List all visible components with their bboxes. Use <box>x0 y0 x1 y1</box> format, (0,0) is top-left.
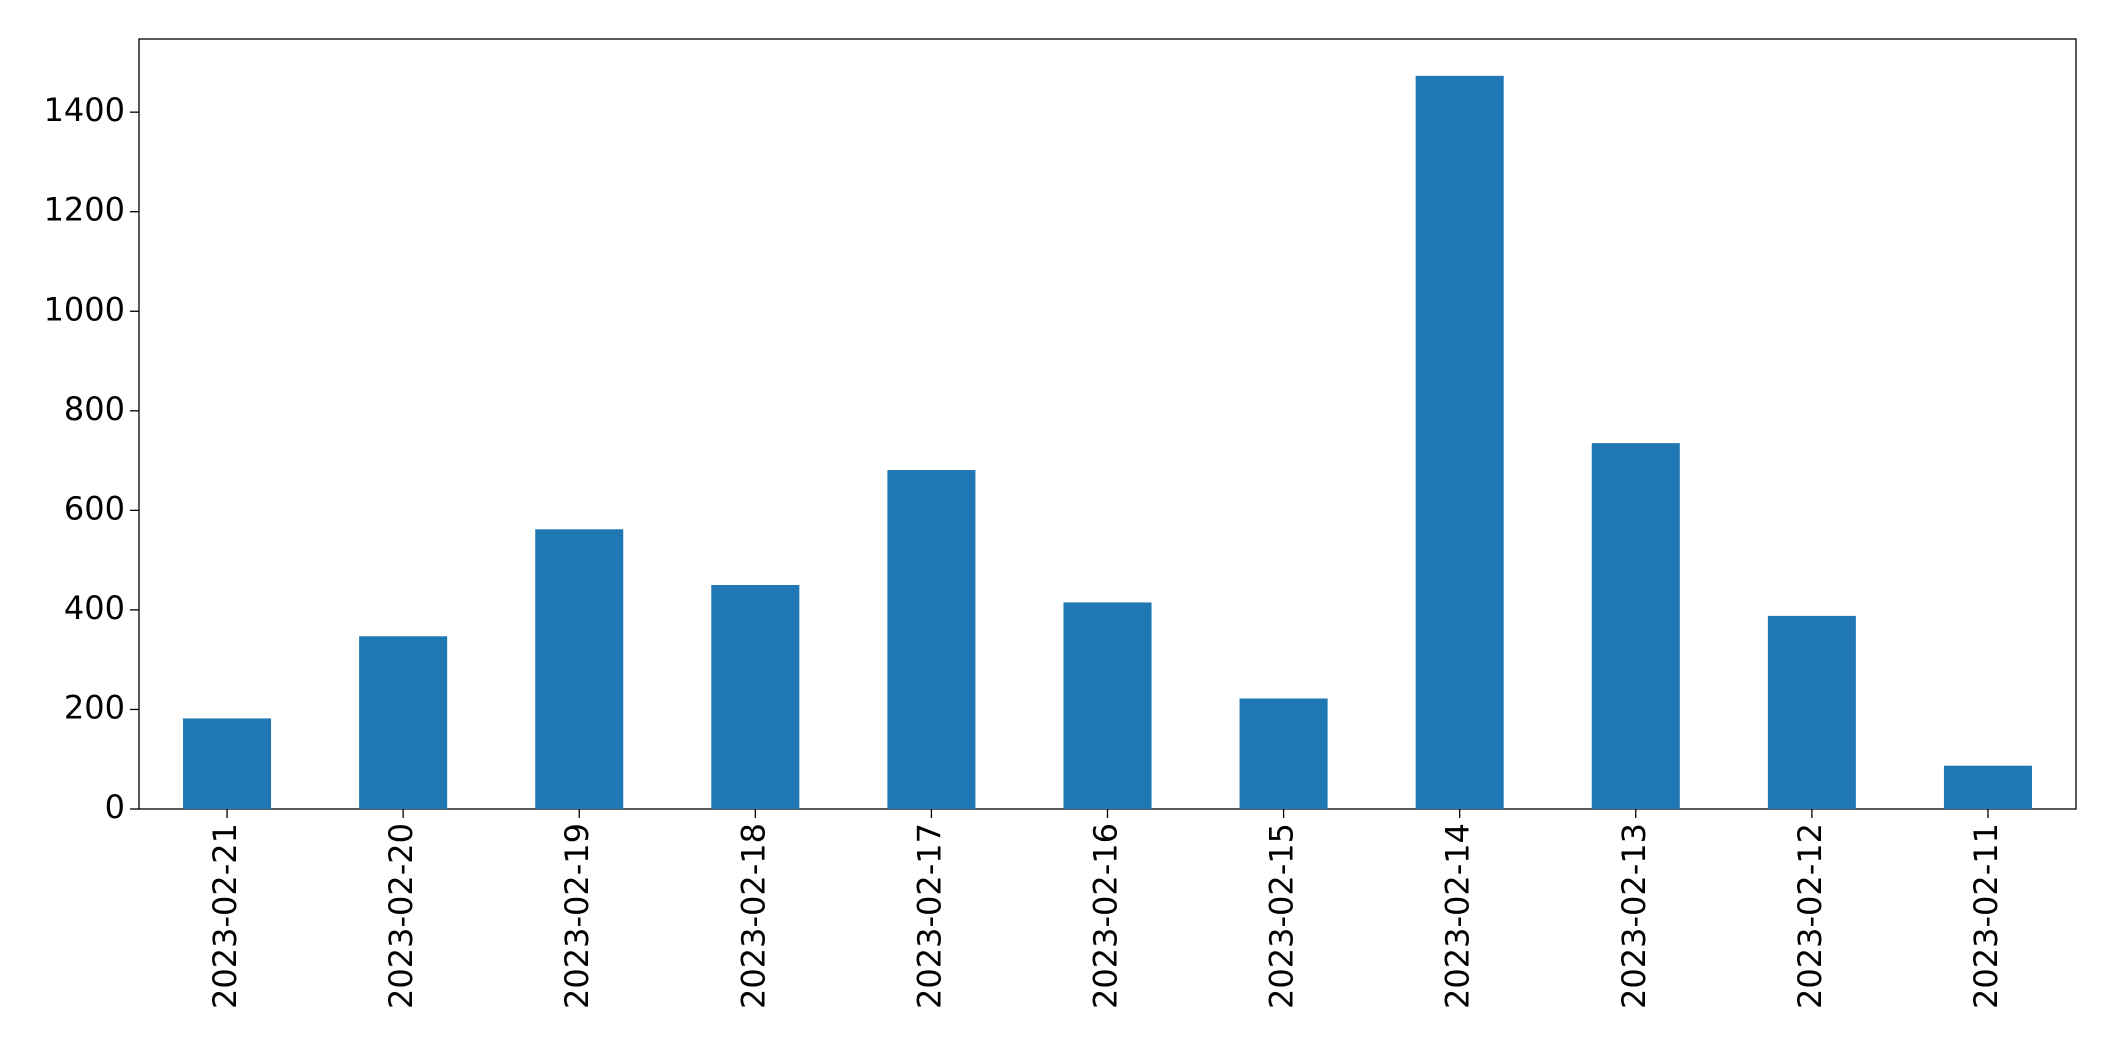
x-tick-label: 2023-02-19 <box>558 823 596 1009</box>
bar <box>1063 602 1152 809</box>
y-tick-label: 800 <box>64 390 125 428</box>
bar <box>1415 75 1504 809</box>
x-tick-label: 2023-02-17 <box>910 823 948 1009</box>
x-tick-label: 2023-02-20 <box>382 823 420 1009</box>
bar <box>1591 443 1680 809</box>
x-tick-label: 2023-02-21 <box>206 823 244 1009</box>
bar <box>535 529 624 809</box>
bar <box>711 585 800 809</box>
x-tick-label: 2023-02-13 <box>1615 823 1653 1009</box>
y-tick-label: 1000 <box>44 290 125 328</box>
x-tick-label: 2023-02-15 <box>1263 823 1301 1009</box>
y-tick-label: 0 <box>105 788 125 826</box>
x-tick-label: 2023-02-14 <box>1439 823 1477 1009</box>
x-tick-label: 2023-02-11 <box>1967 823 2005 1009</box>
bar <box>359 636 448 809</box>
x-tick-label: 2023-02-12 <box>1791 823 1829 1009</box>
bar <box>1239 698 1328 809</box>
x-tick-label: 2023-02-18 <box>734 823 772 1009</box>
x-tick-label: 2023-02-16 <box>1087 823 1125 1009</box>
bar <box>887 470 976 809</box>
y-tick-label: 1400 <box>44 91 125 129</box>
y-tick-label: 1200 <box>44 191 125 229</box>
y-tick-label: 400 <box>64 589 125 627</box>
bar <box>1767 615 1856 809</box>
y-tick-label: 600 <box>64 489 125 527</box>
bar <box>1943 765 2032 809</box>
bar <box>183 718 272 809</box>
y-tick-label: 200 <box>64 688 125 726</box>
